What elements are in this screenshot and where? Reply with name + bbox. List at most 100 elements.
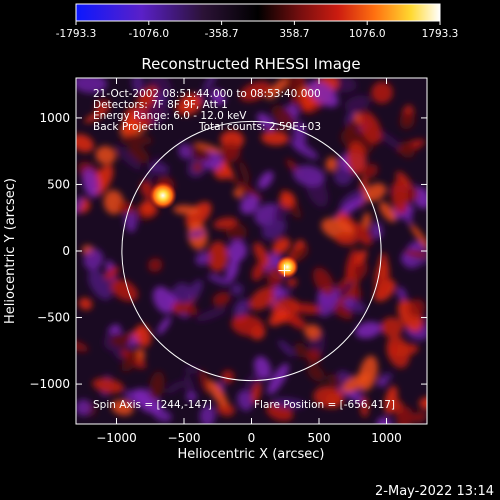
y-tick-label: 0 (62, 244, 70, 258)
emission-blob (293, 120, 307, 152)
y-tick-label: −500 (37, 311, 70, 325)
emission-blob (194, 142, 223, 154)
emission-blob (344, 298, 355, 309)
emission-blob (304, 324, 321, 340)
emission-blob (379, 201, 397, 223)
chart-title: Reconstructed RHESSI Image (141, 55, 360, 73)
emission-blob (173, 205, 200, 215)
emission-blob (325, 156, 338, 172)
annotation-total-counts: Total counts: 2.59E+03 (198, 121, 321, 133)
emission-blob (266, 78, 289, 100)
emission-blob (165, 380, 185, 394)
emission-blob (238, 159, 250, 185)
emission-blob (227, 240, 247, 262)
info-annotations: 21-Oct-2002 08:51:44.000 to 08:53:40.000… (93, 88, 321, 133)
emission-blob (146, 102, 169, 122)
emission-blob (133, 388, 163, 415)
bright-sources (148, 181, 299, 279)
emission-blob (359, 111, 382, 144)
emission-blob (379, 373, 393, 382)
x-tick-label: −500 (168, 431, 201, 445)
emission-blob (119, 134, 153, 146)
emission-blob (212, 291, 231, 307)
emission-blob (253, 356, 272, 380)
emission-blob (76, 78, 108, 94)
colorbar-tick-label: 1793.3 (422, 28, 459, 40)
emission-blob (279, 191, 296, 208)
emission-blob (76, 134, 94, 153)
bright-source (275, 255, 299, 279)
emission-blob (88, 269, 113, 300)
emission-blob (177, 93, 202, 115)
annotation-time-range: 21-Oct-2002 08:51:44.000 to 08:53:40.000 (93, 88, 321, 100)
x-tick-label: 0 (248, 431, 256, 445)
emission-blob (104, 266, 120, 280)
emission-blob (286, 78, 304, 93)
emission-blob (76, 399, 91, 416)
emission-blob (363, 163, 379, 179)
emission-blob (157, 316, 171, 335)
plot-area (76, 78, 427, 424)
emission-blob (225, 256, 239, 283)
emission-blob (199, 404, 216, 424)
emission-blob (84, 110, 106, 123)
emission-blob (318, 287, 340, 317)
spin-axis-label: Spin Axis = [244,-147] (93, 399, 212, 411)
emission-texture (76, 78, 427, 424)
emission-blob (273, 286, 285, 298)
emission-blob (237, 390, 253, 411)
emission-blob (110, 333, 132, 348)
emission-blob (261, 218, 287, 240)
emission-blob (253, 242, 270, 267)
emission-blob (185, 392, 198, 402)
emission-blob (271, 105, 295, 129)
emission-blob (293, 165, 326, 187)
emission-blob (207, 241, 229, 272)
colorbar-tick-label: -358.7 (205, 28, 239, 40)
emission-blob (192, 162, 203, 173)
bright-source (148, 181, 177, 210)
emission-blob (195, 252, 211, 266)
emission-blob (135, 324, 152, 348)
emission-blob (344, 95, 370, 113)
colorbar-ticks: -1793.3 -1076.0 -358.7 358.7 1076.0 1793.3 (56, 21, 459, 40)
y-tick-label: 1000 (39, 111, 70, 125)
emission-blob (352, 222, 373, 246)
emission-blob (399, 111, 415, 130)
emission-blob (95, 145, 117, 165)
annotation-energy-range: Energy Range: 6.0 - 12.0 keV (93, 110, 247, 122)
emission-blob (257, 171, 274, 190)
emission-blob (221, 370, 235, 384)
emission-blob (233, 188, 244, 199)
emission-blob (289, 315, 307, 330)
colorbar: -1793.3 -1076.0 -358.7 358.7 1076.0 1793.3 (56, 3, 459, 40)
emission-blob (147, 258, 163, 273)
emission-blob (207, 274, 231, 285)
emission-blob (225, 223, 247, 242)
annotation-method: Back Projection (93, 121, 174, 133)
emission-blob (355, 321, 382, 339)
x-axis: −1000 −500 0 500 1000 (96, 78, 402, 445)
emission-blob (220, 142, 241, 163)
emission-blob (174, 302, 198, 316)
spin-axis-marker (278, 264, 291, 277)
emission-blob (336, 280, 354, 301)
emission-blob (76, 340, 89, 352)
emission-blob (396, 406, 414, 424)
emission-blob (268, 309, 289, 326)
emission-blob (185, 279, 203, 304)
emission-blob (287, 277, 298, 288)
emission-blob (362, 212, 371, 231)
emission-blob (256, 112, 274, 131)
emission-blob (123, 107, 139, 135)
x-tick-label: −1000 (96, 431, 137, 445)
emission-blob (111, 399, 134, 416)
emission-blob (251, 261, 266, 281)
emission-blob (78, 297, 93, 310)
emission-blob (213, 217, 238, 230)
colorbar-tick-label: 358.7 (279, 28, 309, 40)
emission-blob (152, 286, 175, 314)
annotation-detectors: Detectors: 7F 8F 9F, Att 1 (93, 99, 228, 111)
x-tick-label: 1000 (371, 431, 402, 445)
emission-blob (185, 201, 212, 228)
